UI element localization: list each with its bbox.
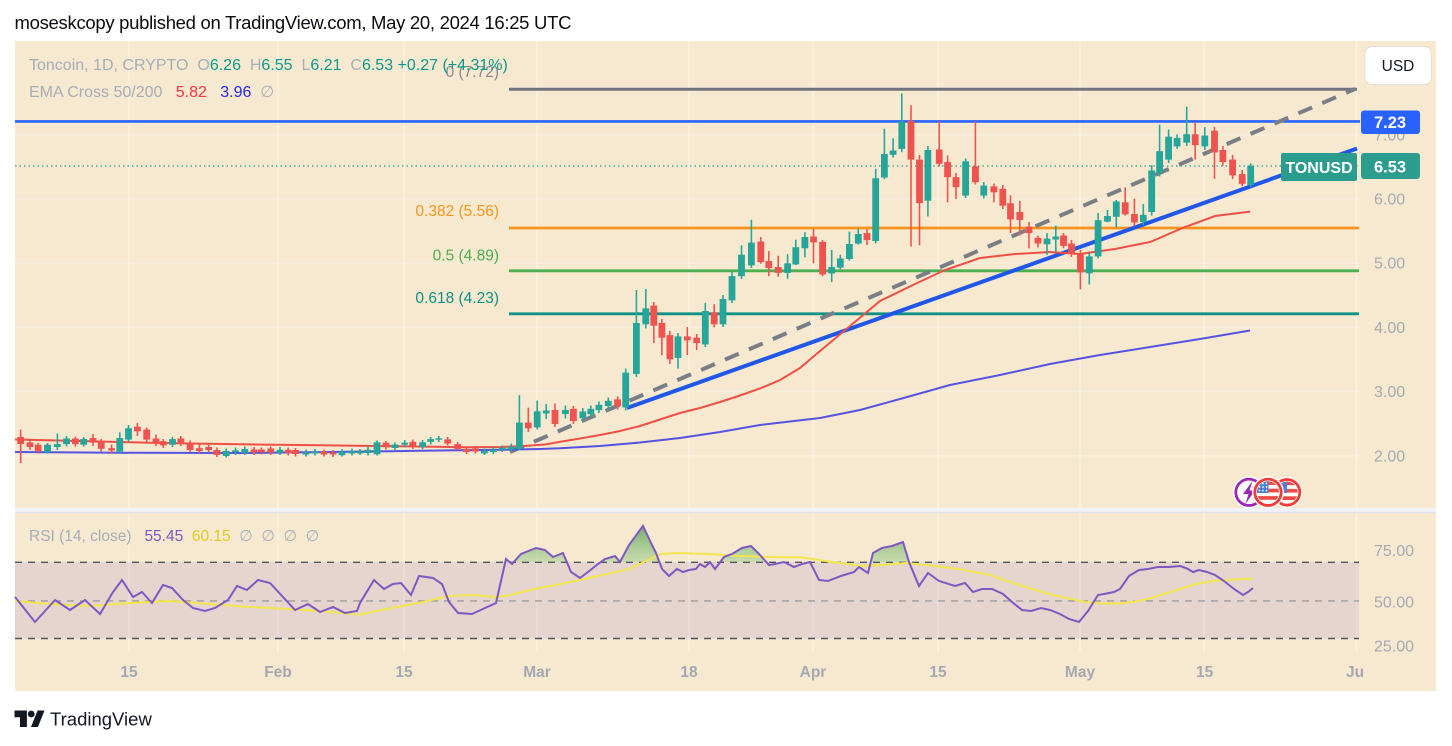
svg-text:0 (7.72): 0 (7.72): [446, 64, 499, 81]
svg-text:0.382 (5.56): 0.382 (5.56): [415, 203, 499, 220]
svg-text:15: 15: [120, 664, 138, 681]
svg-text:15: 15: [395, 664, 413, 681]
svg-text:May: May: [1065, 664, 1096, 681]
svg-text:15: 15: [1196, 664, 1214, 681]
svg-text:5.00: 5.00: [1374, 256, 1405, 273]
svg-text:0.618 (4.23): 0.618 (4.23): [415, 290, 499, 307]
svg-text:6.53: 6.53: [1374, 159, 1406, 177]
svg-text:Ju: Ju: [1346, 664, 1364, 681]
svg-text:EMA Cross 50/200 5.82 3.96: EMA Cross 50/200 5.82 3.96 ∅: [29, 84, 274, 101]
svg-text:6.00: 6.00: [1374, 192, 1405, 209]
svg-text:TradingView: TradingView: [50, 709, 152, 730]
svg-text:Toncoin, 1D, CRYPTO O6.26 H6: Toncoin, 1D, CRYPTO O6.26 H6.55 L6.21 C6…: [29, 57, 508, 74]
svg-text:TONUSD: TONUSD: [1285, 160, 1352, 177]
svg-text:15: 15: [929, 664, 947, 681]
svg-text:0.5 (4.89): 0.5 (4.89): [433, 248, 499, 265]
svg-text:RSI (14, close) 55.45 60.15: RSI (14, close) 55.45 60.15 ∅ ∅ ∅ ∅: [29, 528, 319, 545]
svg-text:Mar: Mar: [523, 664, 551, 681]
svg-text:7.23: 7.23: [1374, 114, 1406, 132]
svg-text:4.00: 4.00: [1374, 320, 1405, 337]
svg-text:Apr: Apr: [800, 664, 827, 681]
svg-text:USD: USD: [1382, 58, 1415, 75]
svg-text:moseskcopy published on Tradin: moseskcopy published on TradingView.com,…: [15, 12, 572, 33]
svg-text:2.00: 2.00: [1374, 448, 1405, 465]
svg-text:3.00: 3.00: [1374, 384, 1405, 401]
svg-text:50.00: 50.00: [1374, 595, 1414, 612]
svg-text:75.00: 75.00: [1374, 543, 1414, 560]
svg-text:18: 18: [680, 664, 698, 681]
svg-text:25.00: 25.00: [1374, 639, 1414, 656]
svg-text:Feb: Feb: [264, 664, 292, 681]
